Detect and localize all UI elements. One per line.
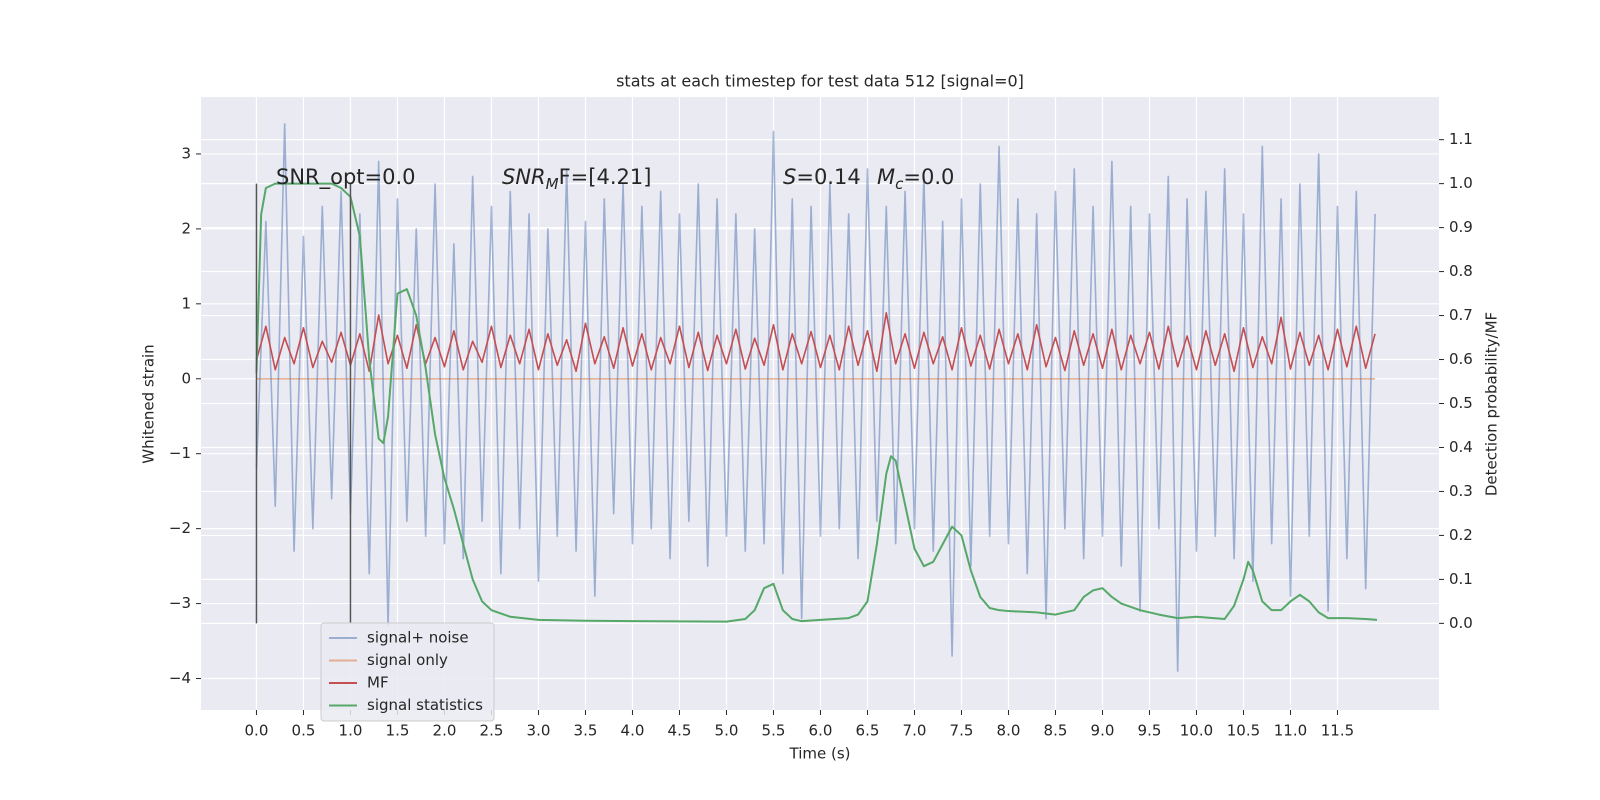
x-tick-label: 7.0 — [903, 722, 927, 740]
y2-tick-label: 0.4 — [1449, 438, 1473, 456]
y-tick-label: 3 — [181, 144, 191, 162]
annotation-part: S — [783, 165, 796, 189]
x-tick-label: 0.5 — [292, 722, 316, 740]
x-tick-label: 10.0 — [1180, 722, 1213, 740]
y2-tick-label: 1.0 — [1449, 174, 1473, 192]
y2-tick-label: 1.1 — [1449, 130, 1473, 148]
annotation: SNR_opt=0.0 — [276, 165, 416, 190]
series-line — [255, 123, 1376, 672]
marks — [255, 123, 1378, 672]
labels: 0.0 0.5 1.0 1.5 2.0 2.5 3.0 3.5 4.0 4.5 5.0 5.5 6.0 6… — [169, 130, 1473, 739]
y2-tick-label: 0.2 — [1449, 526, 1473, 544]
x-tick-label: 0.0 — [245, 722, 269, 740]
x-tick-label: 10.5 — [1227, 722, 1260, 740]
annotation-part: =0.14 — [796, 165, 860, 189]
x-tick-label: 1.5 — [386, 722, 410, 740]
annotation-part: =0.0 — [903, 165, 954, 189]
annotation: S=0.14 — [783, 165, 861, 189]
annotation: SNRMF=[4.21] — [502, 165, 651, 193]
y2-tick-label: 0.7 — [1449, 306, 1473, 324]
x-tick-label: 6.0 — [809, 722, 833, 740]
legend: signal+ noise signal only MF signal statist… — [320, 622, 495, 722]
x-tick-label: 2.0 — [433, 722, 457, 740]
y-tick-label: −1 — [169, 444, 191, 462]
x-tick-label: 5.0 — [715, 722, 739, 740]
annotation-part: SNR — [502, 165, 546, 189]
x-tick-label: 9.5 — [1138, 722, 1162, 740]
annotation-part: SNR_opt=0.0 — [276, 165, 416, 190]
y-tick-label: −3 — [169, 594, 191, 612]
annotation: Mc=0.0 — [877, 165, 954, 193]
legend-box — [320, 622, 495, 722]
y2-axis-label: Detection probability/MF — [1483, 312, 1501, 496]
y2-tick-label: 0.1 — [1449, 570, 1473, 588]
legend-label: signal only — [367, 651, 448, 669]
legend-label: signal statistics — [367, 696, 483, 714]
series-line — [255, 312, 1376, 373]
x-tick-label: 6.5 — [856, 722, 880, 740]
annotation-part: c — [895, 175, 904, 193]
y2-tick-label: 0.5 — [1449, 394, 1473, 412]
series-line — [255, 182, 1378, 623]
x-tick-label: 4.5 — [668, 722, 692, 740]
y2-tick-label: 0.6 — [1449, 350, 1473, 368]
x-tick-label: 9.0 — [1091, 722, 1115, 740]
x-tick-label: 8.5 — [1044, 722, 1068, 740]
annotation-part: M — [877, 165, 895, 189]
y-tick-label: −2 — [169, 519, 191, 537]
x-tick-label: 5.5 — [762, 722, 786, 740]
y2-tick-label: 0.3 — [1449, 482, 1473, 500]
y2-tick-label: 0.9 — [1449, 218, 1473, 236]
y-tick-label: 1 — [181, 294, 191, 312]
x-axis-label: Time (s) — [789, 745, 851, 763]
y-tick-label: 0 — [181, 369, 191, 387]
y-axis-label: Whitened strain — [140, 344, 158, 463]
y-tick-label: −4 — [169, 669, 191, 687]
x-tick-label: 11.5 — [1321, 722, 1354, 740]
annotation-part: F=[4.21] — [559, 165, 652, 189]
x-tick-label: 3.5 — [574, 722, 598, 740]
x-tick-label: 4.0 — [621, 722, 645, 740]
x-tick-label: 8.0 — [997, 722, 1021, 740]
legend-label: signal+ noise — [367, 629, 469, 647]
legend-label: MF — [367, 674, 389, 692]
y2-tick-label: 0.8 — [1449, 262, 1473, 280]
annotation-part: M — [546, 175, 559, 193]
y-tick-label: 2 — [181, 219, 191, 237]
chart-title: stats at each timestep for test data 512… — [616, 72, 1024, 91]
x-tick-label: 7.5 — [950, 722, 974, 740]
x-tick-label: 11.0 — [1274, 722, 1307, 740]
x-tick-label: 2.5 — [480, 722, 504, 740]
y2-tick-label: 0.0 — [1449, 614, 1473, 632]
x-tick-label: 1.0 — [339, 722, 363, 740]
x-tick-label: 3.0 — [527, 722, 551, 740]
